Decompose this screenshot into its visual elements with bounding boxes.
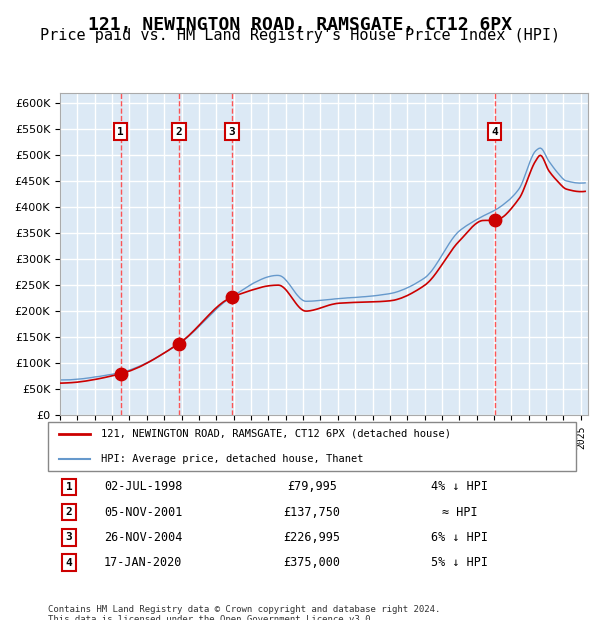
Text: 1: 1 [66, 482, 73, 492]
Text: 5% ↓ HPI: 5% ↓ HPI [431, 556, 488, 569]
Text: 4: 4 [491, 126, 498, 136]
Text: 05-NOV-2001: 05-NOV-2001 [104, 506, 182, 519]
Text: 3: 3 [66, 533, 73, 542]
Text: 6% ↓ HPI: 6% ↓ HPI [431, 531, 488, 544]
Text: 02-JUL-1998: 02-JUL-1998 [104, 480, 182, 494]
Text: Contains HM Land Registry data © Crown copyright and database right 2024.
This d: Contains HM Land Registry data © Crown c… [48, 604, 440, 620]
Text: 2: 2 [66, 507, 73, 517]
Text: HPI: Average price, detached house, Thanet: HPI: Average price, detached house, Than… [101, 454, 364, 464]
Text: Price paid vs. HM Land Registry's House Price Index (HPI): Price paid vs. HM Land Registry's House … [40, 28, 560, 43]
Text: 1: 1 [118, 126, 124, 136]
Text: £375,000: £375,000 [284, 556, 341, 569]
Text: £79,995: £79,995 [287, 480, 337, 494]
Text: £137,750: £137,750 [284, 506, 341, 519]
Text: 121, NEWINGTON ROAD, RAMSGATE, CT12 6PX: 121, NEWINGTON ROAD, RAMSGATE, CT12 6PX [88, 16, 512, 33]
Text: 4: 4 [66, 557, 73, 568]
Text: 121, NEWINGTON ROAD, RAMSGATE, CT12 6PX (detached house): 121, NEWINGTON ROAD, RAMSGATE, CT12 6PX … [101, 429, 451, 439]
Point [490, 215, 500, 225]
FancyBboxPatch shape [48, 422, 576, 471]
Text: 26-NOV-2004: 26-NOV-2004 [104, 531, 182, 544]
Text: 17-JAN-2020: 17-JAN-2020 [104, 556, 182, 569]
Point [174, 339, 184, 348]
Point [116, 369, 125, 379]
Text: ≈ HPI: ≈ HPI [442, 506, 478, 519]
Text: 4% ↓ HPI: 4% ↓ HPI [431, 480, 488, 494]
Point [227, 293, 237, 303]
Text: 3: 3 [229, 126, 235, 136]
Text: £226,995: £226,995 [284, 531, 341, 544]
Text: 2: 2 [175, 126, 182, 136]
